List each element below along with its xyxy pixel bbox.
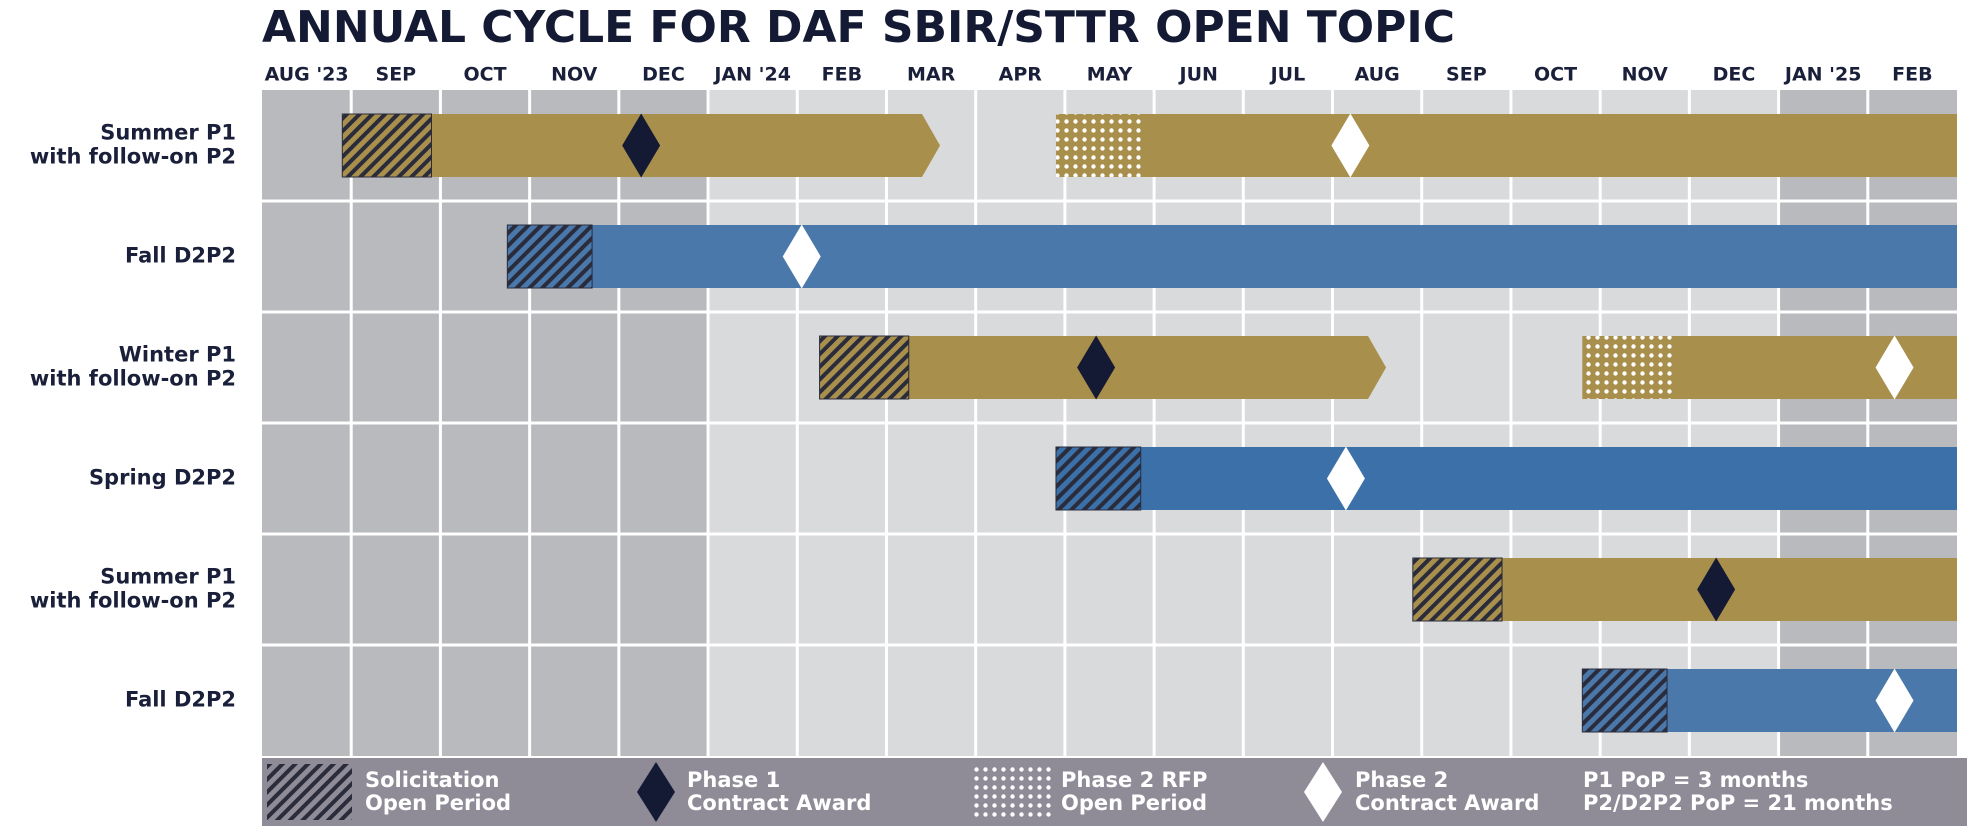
x-tick-label: AUG <box>1355 64 1400 86</box>
x-tick-label: JAN '25 <box>1783 64 1862 86</box>
x-tick-label: MAY <box>1087 64 1133 86</box>
row-label: Fall D2P2 <box>125 244 236 268</box>
legend-label: Phase 2 <box>1355 768 1448 792</box>
legend-bg <box>262 758 1967 826</box>
phase2-bar <box>1055 114 1957 177</box>
solicitation-period <box>1412 557 1503 622</box>
x-tick-label: OCT <box>463 64 506 86</box>
x-tick-label: AUG '23 <box>265 64 349 86</box>
row-label: with follow-on P2 <box>30 367 236 391</box>
legend-phase1-icon <box>637 762 675 822</box>
phase1-bar <box>1412 558 1957 621</box>
row-label: Winter P1 <box>119 343 236 367</box>
legend-phase2-icon <box>1304 762 1342 822</box>
solicitation-period <box>506 224 593 289</box>
solicitation-period <box>819 335 910 400</box>
legend-label: Open Period <box>1061 791 1207 815</box>
phase2-bar <box>1055 447 1957 510</box>
bars <box>341 113 1957 733</box>
chart-title: ANNUAL CYCLE FOR DAF SBIR/STTR OPEN TOPI… <box>262 2 1455 53</box>
solicitation-period <box>1581 668 1668 733</box>
x-tick-label: JUL <box>1269 64 1306 86</box>
note: P2/D2P2 PoP = 21 months <box>1583 791 1893 815</box>
legend-label: Contract Award <box>687 791 871 815</box>
legend-dots-icon <box>970 764 1051 820</box>
row-label: with follow-on P2 <box>30 589 236 613</box>
x-tick-label: NOV <box>1622 64 1669 86</box>
legend-label: Phase 2 RFP <box>1061 768 1207 792</box>
legend-label: Open Period <box>365 791 511 815</box>
row-label: Summer P1 <box>100 565 236 589</box>
phase2-rfp-period <box>1055 114 1141 177</box>
row-label: with follow-on P2 <box>30 145 236 169</box>
row-label: Summer P1 <box>100 121 236 145</box>
phase2-rfp-period <box>1582 336 1676 399</box>
x-tick-label: APR <box>999 64 1043 86</box>
solicitation-period <box>341 113 432 178</box>
x-tick-label: FEB <box>822 64 862 86</box>
award-diamond <box>1875 668 1914 733</box>
award-diamond <box>1077 335 1116 400</box>
legend-label: Contract Award <box>1355 791 1539 815</box>
award-diamond <box>1875 335 1914 400</box>
x-tick-label: DEC <box>1713 64 1756 86</box>
x-tick-label: SEP <box>376 64 417 86</box>
solicitation-period <box>1055 446 1142 511</box>
legend-label: Phase 1 <box>687 768 780 792</box>
legend-hatch-icon <box>267 764 352 820</box>
x-tick-label: JAN '24 <box>712 64 791 86</box>
x-tick-label: NOV <box>551 64 598 86</box>
award-diamond <box>1331 113 1370 178</box>
award-diamond <box>622 113 661 178</box>
award-diamond <box>1697 557 1736 622</box>
row-label: Spring D2P2 <box>89 466 236 490</box>
award-diamond <box>782 224 821 289</box>
award-diamond <box>1326 446 1365 511</box>
row-label: Fall D2P2 <box>125 688 236 712</box>
note: P1 PoP = 3 months <box>1583 768 1808 792</box>
phase2-bar <box>507 225 1957 288</box>
legend-label: Solicitation <box>365 768 499 792</box>
x-tick-label: MAR <box>907 64 956 86</box>
x-tick-label: FEB <box>1892 64 1932 86</box>
x-tick-label: DEC <box>642 64 685 86</box>
labels: AUG '23 SEP OCT NOV DEC JAN '24 FEB MAR APR MAY JU… <box>30 64 1933 712</box>
x-tick-label: OCT <box>1534 64 1577 86</box>
x-tick-label: JUN <box>1178 64 1218 86</box>
x-tick-label: SEP <box>1446 64 1487 86</box>
grid <box>262 90 1957 756</box>
